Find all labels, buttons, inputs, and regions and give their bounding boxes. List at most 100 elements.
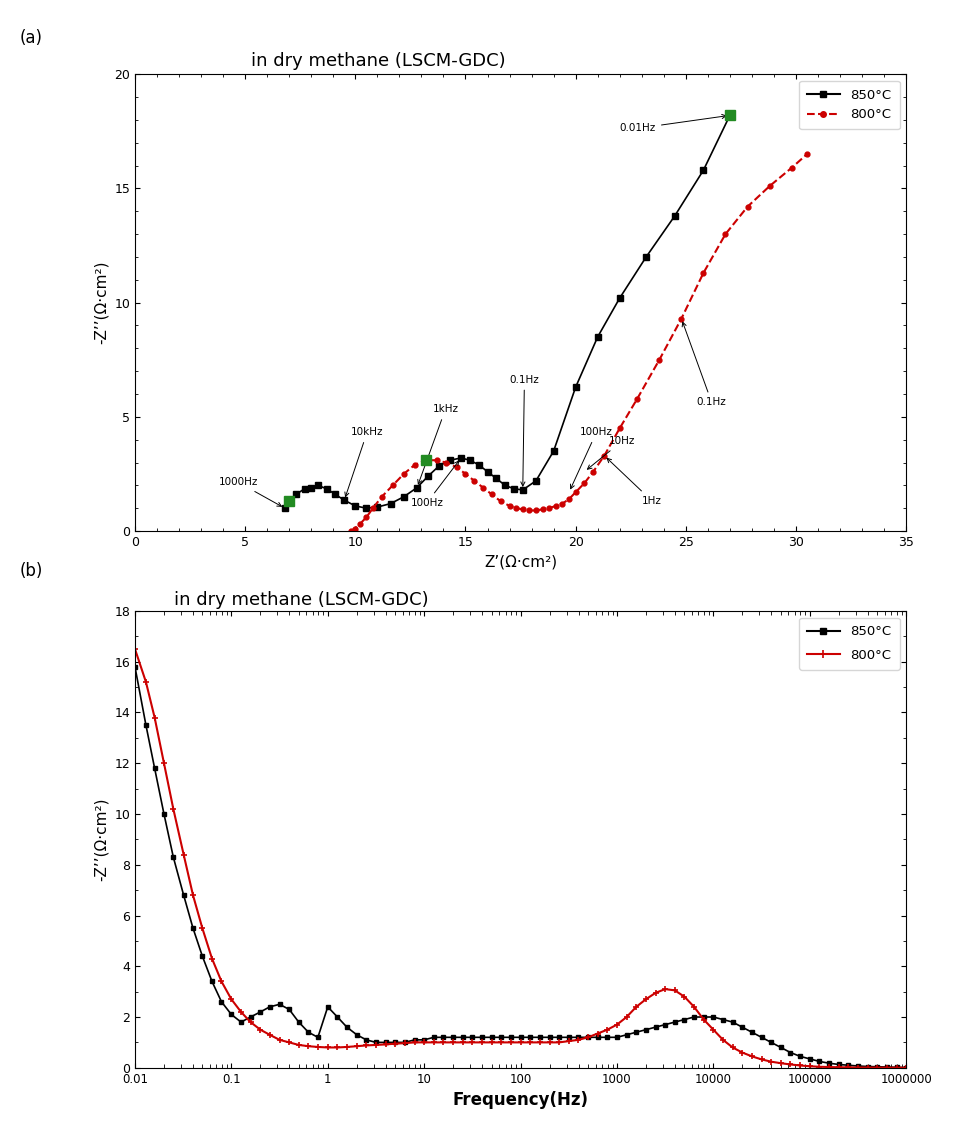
850°C [491,472,502,485]
850°C [530,474,542,488]
800°C [129,642,141,656]
800°C [367,501,379,515]
850°C [338,493,350,507]
800°C [786,161,797,175]
850°C [698,163,710,177]
800°C [477,481,489,494]
850°C [482,465,494,478]
800°C [553,1036,565,1049]
800°C [698,266,710,280]
850°C [299,482,310,496]
850°C [553,1030,565,1044]
850°C [330,488,341,501]
800°C [611,1018,623,1031]
Text: 0.01Hz: 0.01Hz [620,114,726,134]
850°C [698,1011,710,1024]
850°C [724,108,736,122]
Text: 1Hz: 1Hz [607,458,661,506]
800°C [763,179,775,193]
Legend: 850°C, 800°C: 850°C, 800°C [799,81,899,129]
800°C [550,499,562,513]
850°C [361,501,372,515]
800°C [587,465,599,478]
850°C [412,481,423,494]
850°C [570,380,581,394]
Text: 100Hz: 100Hz [571,427,613,489]
800°C [556,497,568,510]
800°C [900,1061,912,1075]
850°C [592,330,603,344]
Text: 0.1Hz: 0.1Hz [683,322,727,408]
850°C [499,478,511,492]
850°C [455,451,467,465]
850°C [444,453,456,467]
800°C [495,494,506,508]
850°C [385,497,396,510]
850°C [823,1056,835,1070]
800°C [469,474,480,488]
800°C [530,504,542,517]
850°C [283,494,295,508]
X-axis label: Z’(Ω·cm²): Z’(Ω·cm²) [484,555,557,570]
800°C [544,501,555,515]
800°C [523,504,535,517]
850°C [422,469,434,483]
800°C [517,502,528,516]
800°C [654,353,665,367]
850°C [473,458,485,472]
Legend: 850°C, 800°C: 850°C, 800°C [799,618,899,670]
850°C [464,453,475,467]
850°C [548,444,559,458]
800°C [698,1013,710,1027]
Text: 100Hz: 100Hz [411,461,459,508]
850°C [614,291,626,305]
Text: in dry methane (LSCM-GDC): in dry methane (LSCM-GDC) [174,592,428,610]
800°C [440,456,451,469]
800°C [570,485,581,499]
850°C [129,660,141,674]
Y-axis label: -Z’’(Ω·cm²): -Z’’(Ω·cm²) [94,260,109,345]
800°C [398,467,410,481]
850°C [398,490,410,504]
800°C [409,458,420,472]
850°C [321,482,333,496]
850°C [508,482,520,496]
800°C [504,499,516,513]
Line: 850°C: 850°C [282,113,733,510]
800°C [599,449,610,463]
850°C [371,500,383,514]
800°C [823,1060,835,1073]
Text: (a): (a) [19,29,42,47]
800°C [431,453,442,467]
Text: 1kHz: 1kHz [417,404,459,484]
850°C [640,250,652,264]
850°C [756,1030,767,1044]
X-axis label: Frequency(Hz): Frequency(Hz) [452,1092,589,1109]
800°C [756,1053,767,1067]
800°C [801,147,813,161]
800°C [354,517,365,531]
800°C [345,524,357,538]
850°C [669,209,681,223]
850°C [306,481,317,494]
850°C [794,1049,806,1063]
800°C [676,312,687,325]
800°C [510,501,522,515]
850°C [517,483,528,497]
Text: in dry methane (LSCM-GDC): in dry methane (LSCM-GDC) [251,51,505,70]
800°C [537,502,549,516]
800°C [376,490,388,504]
800°C [794,1059,806,1072]
800°C [420,453,432,467]
800°C [460,467,471,481]
850°C [611,1030,623,1044]
800°C [350,522,362,536]
Line: 850°C: 850°C [133,665,908,1070]
800°C [486,488,497,501]
800°C [631,392,643,405]
800°C [361,510,372,524]
800°C [720,227,732,241]
Y-axis label: -Z’’(Ω·cm²): -Z’’(Ω·cm²) [94,797,109,882]
850°C [433,459,444,473]
800°C [578,476,590,490]
